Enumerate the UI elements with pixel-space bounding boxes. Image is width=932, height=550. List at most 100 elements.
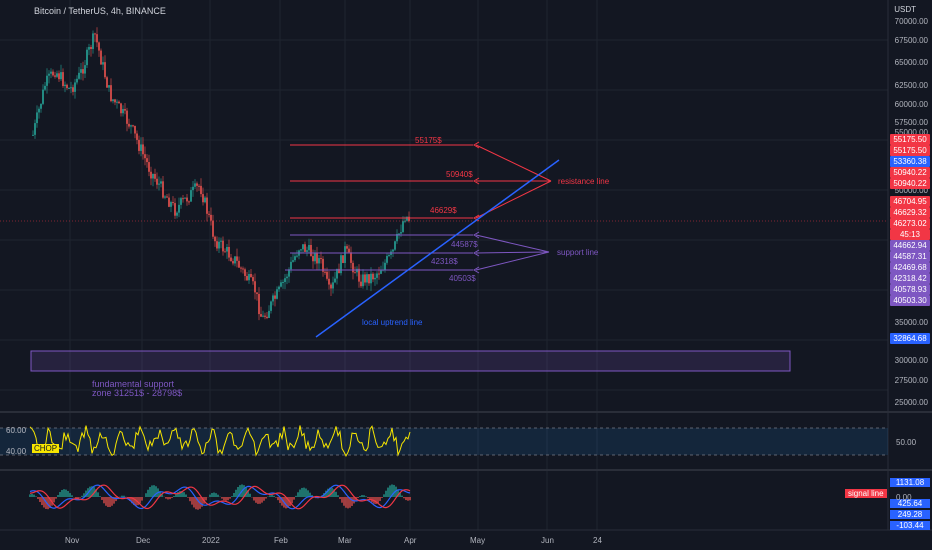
candle-body — [356, 268, 358, 273]
chop-right-value: 50.00 — [896, 438, 917, 447]
macd-histogram-bar — [191, 497, 193, 505]
candle-body — [156, 178, 158, 185]
macd-histogram-bar — [95, 489, 97, 497]
macd-histogram-bar — [377, 497, 379, 504]
arrow-icon — [473, 249, 480, 257]
candle-body — [302, 244, 304, 250]
arrow-icon — [473, 177, 480, 185]
macd-histogram-bar — [141, 497, 143, 501]
candle-body — [244, 269, 246, 276]
candle-body — [358, 268, 360, 282]
macd-histogram-bar — [369, 497, 371, 501]
candle-body — [138, 139, 140, 151]
resistance-pointer — [475, 144, 552, 182]
candle-body — [186, 197, 188, 202]
macd-histogram-bar — [335, 491, 337, 497]
support-pointer — [475, 234, 550, 253]
label-42318: 42318$ — [431, 257, 458, 266]
candle-body — [222, 240, 224, 252]
candle-body — [172, 202, 174, 204]
uptrend-line-label: local uptrend line — [362, 318, 423, 327]
candle-body — [208, 213, 210, 215]
label-50940: 50940$ — [446, 170, 473, 179]
macd-histogram-bar — [227, 497, 229, 501]
chop-label: CHOP — [32, 444, 60, 453]
candle-body — [106, 77, 108, 88]
macd-histogram-bar — [237, 486, 239, 497]
candle-body — [104, 62, 106, 78]
candle-body — [190, 190, 192, 202]
macd-histogram-bar — [79, 497, 81, 498]
price-tick: 50000.00 — [894, 186, 928, 195]
candle-body — [122, 109, 124, 114]
macd-histogram-bar — [137, 497, 139, 506]
candle-body — [78, 72, 80, 79]
macd-histogram-bar — [57, 495, 59, 497]
candle-body — [342, 255, 344, 263]
candle-body — [386, 255, 388, 263]
macd-histogram-bar — [213, 492, 215, 497]
candle-body — [42, 89, 44, 104]
candle-body — [394, 241, 396, 250]
macd-histogram-bar — [85, 490, 87, 497]
candle-body — [392, 249, 394, 252]
macd-histogram-bar — [177, 492, 179, 497]
macd-histogram-bar — [277, 497, 279, 501]
macd-histogram-bar — [151, 485, 153, 497]
macd-histogram-bar — [359, 496, 361, 497]
macd-histogram-bar — [147, 489, 149, 497]
candle-body — [360, 281, 362, 287]
candle-body — [268, 310, 270, 318]
macd-histogram-bar — [77, 497, 79, 499]
price-tick: 35000.00 — [894, 318, 928, 327]
candle-body — [80, 69, 82, 73]
candle-body — [88, 47, 90, 50]
price-tag: 32864.68 — [890, 333, 930, 344]
candle-body — [188, 201, 190, 203]
macd-histogram-bar — [349, 497, 351, 508]
candle-body — [36, 112, 38, 124]
candle-body — [72, 87, 74, 92]
macd-histogram-bar — [103, 497, 105, 504]
price-tag: 45:13 — [890, 229, 930, 240]
candle-body — [270, 301, 272, 311]
candle-body — [308, 244, 310, 251]
macd-histogram-bar — [401, 495, 403, 497]
candle-body — [40, 103, 42, 109]
time-tick: Apr — [404, 536, 417, 545]
currency-label: USDT — [894, 5, 916, 14]
macd-histogram-bar — [39, 497, 41, 503]
candle-body — [46, 75, 48, 86]
macd-histogram-bar — [75, 497, 77, 499]
candle-body — [250, 274, 252, 278]
candle-body — [86, 49, 88, 66]
candle-body — [154, 173, 156, 179]
macd-histogram-bar — [179, 491, 181, 497]
candle-body — [180, 198, 182, 205]
price-tag: 40578.93 — [890, 284, 930, 295]
candle-body — [254, 281, 256, 293]
macd-histogram-bar — [193, 497, 195, 508]
candle-body — [368, 274, 370, 284]
macd-histogram-bar — [393, 484, 395, 497]
macd-histogram-bar — [229, 497, 231, 499]
candle-body — [98, 42, 100, 51]
candle-body — [364, 274, 366, 283]
candle-body — [228, 246, 230, 258]
candle-body — [134, 125, 136, 134]
macd-histogram-bar — [167, 497, 169, 500]
macd-histogram-bar — [279, 497, 281, 503]
macd-histogram-bar — [367, 497, 369, 499]
candle-body — [194, 183, 196, 187]
time-tick: 2022 — [202, 536, 220, 545]
candle-body — [378, 273, 380, 275]
fundamental-support-zone-label: zone 31251$ - 28798$ — [92, 388, 183, 398]
candle-body — [260, 314, 262, 317]
chop-band — [0, 428, 888, 455]
candle-body — [322, 258, 324, 272]
support-levels — [285, 231, 550, 274]
time-tick: Nov — [65, 536, 80, 545]
macd-histogram-bar — [285, 497, 287, 509]
candle-body — [372, 273, 374, 280]
